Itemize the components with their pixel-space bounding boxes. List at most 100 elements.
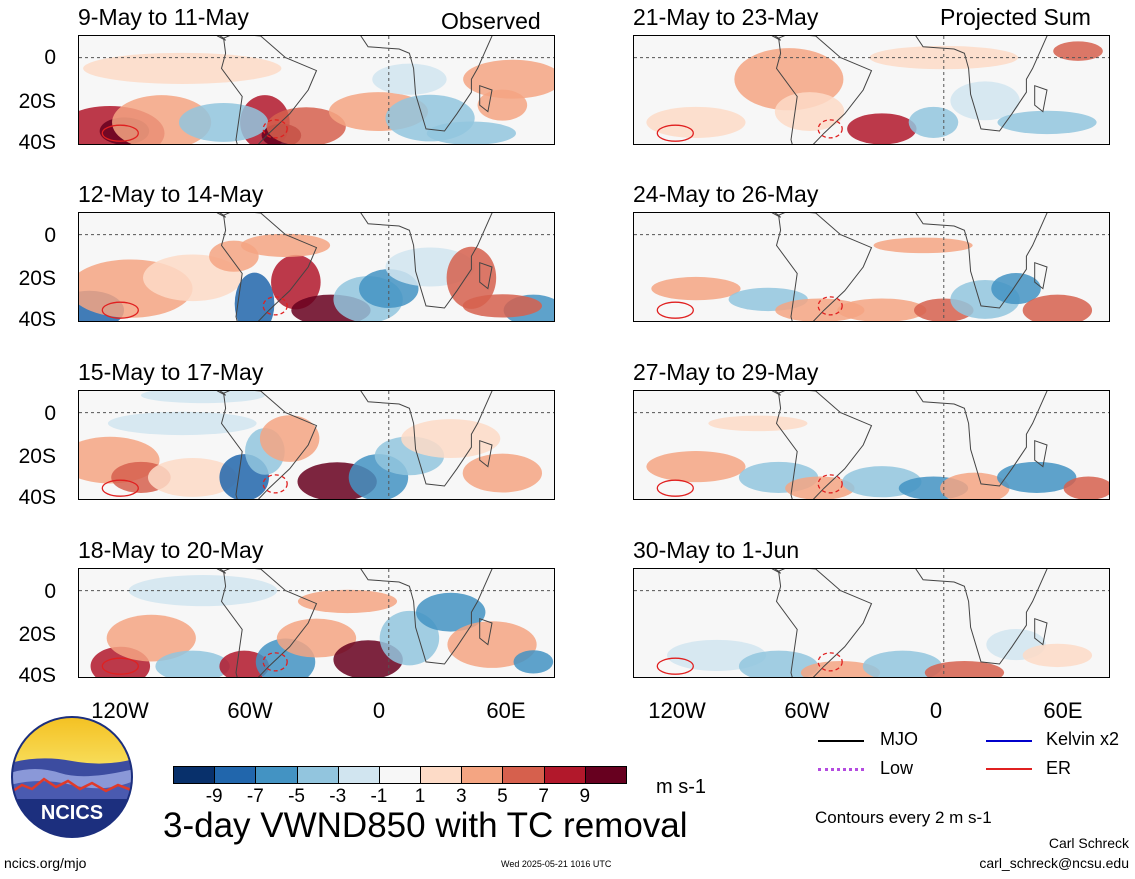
anomaly-blob <box>924 661 1005 677</box>
anomaly-field <box>90 575 554 677</box>
anomaly-blob <box>1022 643 1093 668</box>
author-email: carl_schreck@ncsu.edu <box>979 855 1129 871</box>
timestamp: Wed 2025-05-21 1016 UTC <box>501 859 612 869</box>
anomaly-blob <box>847 113 917 144</box>
anomaly-blob <box>800 661 881 677</box>
xtick-60e-left: 60E <box>486 698 526 723</box>
colorbar-swatch <box>255 766 298 784</box>
colorbar <box>173 766 627 784</box>
anomaly-blob <box>837 298 927 321</box>
colorbar-swatch <box>502 766 545 784</box>
colorbar-swatch <box>337 766 380 784</box>
anomaly-blob <box>738 650 819 677</box>
coastline <box>360 36 493 132</box>
colorbar-tick-label: -5 <box>288 786 305 807</box>
coastline <box>479 84 493 113</box>
anomaly-blob <box>240 233 331 258</box>
er-contour <box>262 296 288 316</box>
ytick-0-r2: 0 <box>44 224 56 247</box>
er-contour <box>817 119 843 139</box>
anomaly-blob <box>774 92 845 132</box>
website-link[interactable]: ncics.org/mjo <box>4 855 87 871</box>
map-panel-right-3 <box>633 390 1110 500</box>
anomaly-blob <box>107 411 257 436</box>
map-panel-left-1 <box>78 35 555 145</box>
coastline <box>479 439 493 468</box>
anomaly-blob <box>862 650 943 677</box>
colorbar-tick-label: -9 <box>205 786 223 807</box>
anomaly-blob <box>1053 41 1103 61</box>
anomaly-blob <box>401 419 501 458</box>
colorbar-swatch <box>584 766 627 784</box>
coastline <box>1034 261 1048 290</box>
coastline <box>771 569 781 574</box>
coastline <box>479 261 493 290</box>
anomaly-blob <box>869 45 1019 70</box>
legend-low-line <box>818 768 864 771</box>
legend-low-label: Low <box>880 758 914 778</box>
coastline <box>216 391 226 396</box>
anomaly-blob <box>997 110 1097 135</box>
map-panel-left-3 <box>78 390 555 500</box>
map-panel-right-4 <box>633 568 1110 678</box>
panel-title-left-2: 12-May to 14-May <box>78 181 264 207</box>
coastline <box>775 36 873 144</box>
colorbar-swatch <box>173 766 216 784</box>
anomaly-blob <box>950 81 1020 121</box>
anomaly-blob <box>940 472 1010 499</box>
map-panel-right-2 <box>633 212 1110 322</box>
legend-er-label: ER <box>1046 758 1072 778</box>
colorbar-swatch <box>378 766 422 784</box>
logo-text: NCICS <box>41 802 103 824</box>
projected-sum-label: Projected Sum <box>940 4 1091 30</box>
anomaly-field <box>646 41 1103 144</box>
colorbar-swatch <box>420 766 463 784</box>
coastline <box>771 213 781 218</box>
anomaly-blob <box>477 89 528 121</box>
anomaly-blob <box>297 589 398 614</box>
legend-kelvin-line <box>986 740 1032 742</box>
er-contour <box>817 652 843 672</box>
coastline <box>1034 617 1048 646</box>
er-contour <box>101 301 139 319</box>
coastline <box>360 213 493 309</box>
anomaly-blob <box>447 621 537 668</box>
anomaly-blob <box>83 52 282 84</box>
coastline <box>216 36 226 41</box>
ytick-20s-r1: 20S <box>18 90 56 113</box>
xtick-120w-right: 120W <box>648 698 706 723</box>
anomaly-blob <box>513 650 554 674</box>
xtick-0-left: 0 <box>372 698 386 723</box>
coastline <box>479 617 493 646</box>
coastline <box>915 391 1048 487</box>
er-contour <box>101 657 139 675</box>
anomaly-field <box>79 233 554 321</box>
anomaly-blob <box>997 461 1077 493</box>
er-contour <box>656 124 694 142</box>
anomaly-blob <box>463 59 554 99</box>
panel-title-right-1: 21-May to 23-May <box>633 4 819 30</box>
anomaly-blob <box>708 415 808 432</box>
author-name: Carl Schreck <box>1048 835 1129 851</box>
anomaly-blob <box>426 121 516 144</box>
anomaly-blob <box>991 273 1041 305</box>
coastline <box>915 36 1048 132</box>
anomaly-blob <box>446 246 497 309</box>
er-contour <box>656 657 694 675</box>
anomaly-blob <box>646 451 746 483</box>
ytick-40s-r1: 40S <box>18 131 56 154</box>
xtick-60w-right: 60W <box>784 698 830 723</box>
ytick-20s-r2: 20S <box>18 267 56 290</box>
map-panel-right-1 <box>633 35 1110 145</box>
er-contour <box>656 301 694 319</box>
coastline <box>360 569 493 665</box>
anomaly-blob <box>128 575 278 607</box>
anomaly-field <box>79 391 543 499</box>
map-panel-left-4 <box>78 568 555 678</box>
coastline <box>1034 84 1048 113</box>
map-panel-left-2 <box>78 212 555 322</box>
legend-kelvin-label: Kelvin x2 <box>1046 729 1120 749</box>
anomaly-blob <box>147 457 238 497</box>
xtick-60w-left: 60W <box>227 698 273 723</box>
er-contour <box>101 124 139 142</box>
